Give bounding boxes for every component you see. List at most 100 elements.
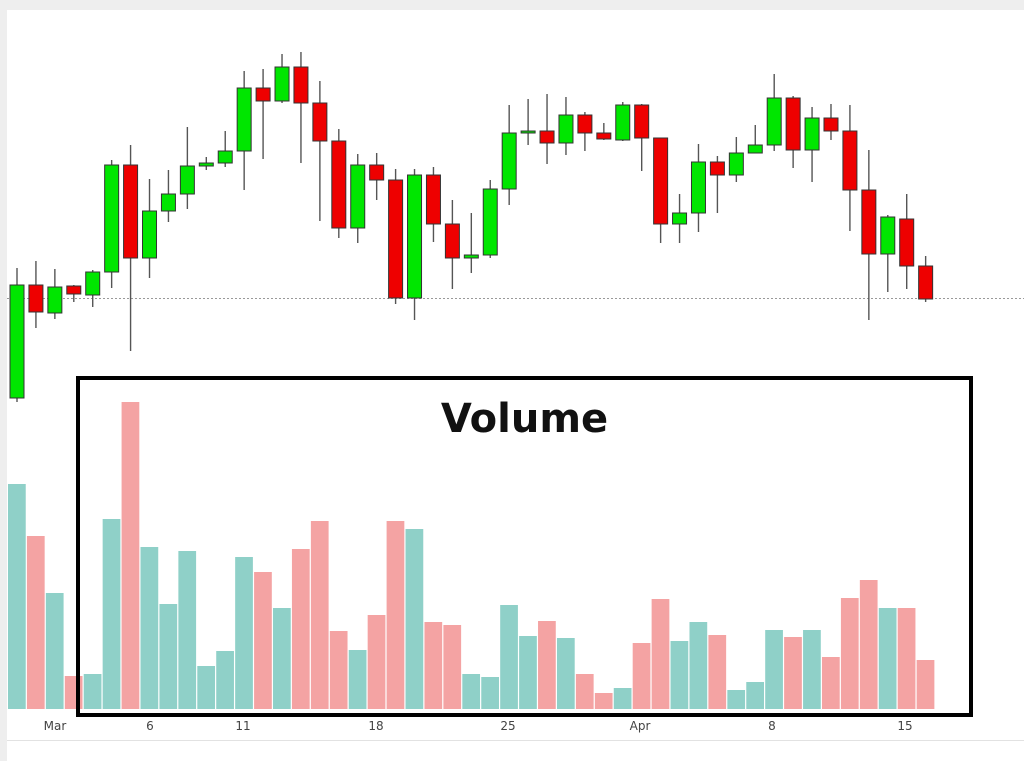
candle — [520, 99, 536, 145]
volume-bar — [651, 599, 670, 709]
volume-bar — [594, 693, 613, 709]
volume-bar — [727, 690, 746, 709]
candle — [709, 156, 725, 213]
volume-bar — [83, 674, 102, 709]
x-axis-tick-label: 6 — [146, 719, 154, 733]
candle — [463, 213, 479, 273]
x-axis-tick-label: Apr — [629, 719, 651, 733]
candle — [217, 131, 233, 167]
candle — [482, 180, 498, 258]
candle — [142, 179, 158, 278]
candle — [160, 170, 176, 222]
candle — [331, 129, 347, 238]
volume-bar — [689, 622, 708, 709]
candle — [9, 268, 25, 402]
volume-bar — [613, 688, 632, 709]
volume-bar — [329, 631, 348, 709]
candle — [350, 154, 366, 243]
candle — [861, 150, 877, 320]
volume-bar — [859, 580, 878, 709]
volume-bars — [8, 402, 935, 709]
candle — [425, 167, 441, 242]
candle — [728, 137, 744, 182]
candle — [388, 169, 404, 304]
candle — [539, 94, 555, 164]
candle — [766, 74, 782, 151]
volume-bar — [897, 608, 916, 709]
volume-bar — [45, 593, 64, 709]
volume-bar — [291, 549, 310, 709]
volume-bar — [64, 676, 83, 709]
volume-bar — [235, 557, 253, 709]
volume-bar — [348, 650, 367, 709]
volume-bar — [708, 635, 727, 709]
candle — [293, 52, 309, 163]
volume-bar — [178, 551, 197, 709]
candle — [634, 104, 650, 171]
candle — [842, 105, 858, 231]
volume-bar — [575, 674, 594, 709]
volume-bar — [462, 674, 481, 709]
x-axis-tick-label: 15 — [897, 719, 913, 733]
candle — [66, 285, 82, 302]
candle — [236, 71, 252, 190]
volume-bar — [197, 666, 216, 709]
volume-bar — [367, 615, 386, 709]
volume-bar — [26, 536, 45, 709]
candle — [501, 105, 517, 205]
x-axis-tick-label: 11 — [235, 719, 251, 733]
candle — [47, 269, 63, 319]
candles — [9, 52, 934, 402]
volume-bar — [405, 529, 424, 709]
candle — [747, 125, 763, 154]
candle — [123, 145, 139, 351]
candle — [804, 107, 820, 182]
volume-bar — [159, 604, 178, 709]
candle — [899, 194, 915, 289]
candle — [785, 96, 801, 168]
candle — [255, 69, 271, 159]
candle — [407, 169, 423, 320]
volume-bar — [102, 519, 121, 709]
volume-bar — [878, 608, 897, 709]
candle — [104, 160, 120, 288]
candle — [672, 194, 688, 243]
volume-bar — [310, 521, 329, 709]
candle — [85, 270, 101, 307]
candle — [369, 153, 385, 200]
candle — [28, 261, 44, 328]
volume-bar — [481, 677, 499, 709]
volume-bar — [254, 572, 272, 709]
volume-bar — [273, 608, 291, 709]
volume-bar — [670, 641, 689, 709]
candle — [823, 104, 839, 140]
volume-bar — [386, 521, 405, 709]
candle — [596, 123, 612, 140]
volume-bar — [500, 605, 518, 709]
volume-bar — [519, 636, 537, 709]
volume-bar — [746, 682, 764, 709]
volume-bar — [140, 547, 159, 709]
candle — [577, 112, 593, 151]
candle — [880, 215, 896, 292]
volume-bar — [784, 637, 802, 709]
bottom-divider — [7, 740, 1024, 741]
volume-bar — [538, 621, 556, 709]
volume-bar — [821, 657, 840, 709]
volume-bar — [8, 484, 26, 709]
candle — [179, 127, 195, 209]
volume-bar — [803, 630, 821, 709]
volume-bar — [916, 660, 935, 709]
candle — [198, 157, 214, 170]
volume-bar — [424, 622, 443, 709]
volume-bar — [443, 625, 462, 709]
candle — [444, 200, 460, 289]
x-axis-tick-label: 18 — [368, 719, 384, 733]
x-axis-tick-label: 25 — [500, 719, 516, 733]
candle — [558, 97, 574, 155]
candle — [312, 81, 328, 221]
candle — [615, 102, 631, 141]
candle — [918, 256, 934, 302]
candle — [653, 137, 669, 243]
